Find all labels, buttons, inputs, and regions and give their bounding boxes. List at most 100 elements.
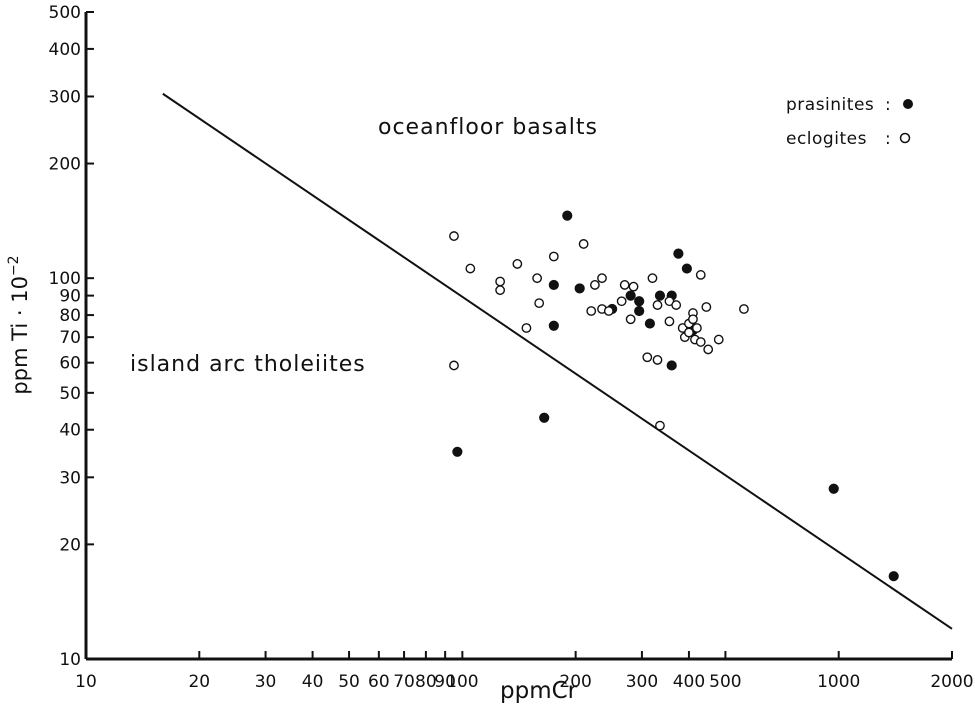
prasinite-point [673,248,684,259]
x-tick-label: 100 [446,672,478,692]
axes [84,12,952,661]
eclogite-point [449,231,459,241]
x-tick-label: 2000 [930,672,973,692]
y-tick-label: 10 [59,650,81,670]
eclogite-point [671,300,682,310]
prasinite-point [548,320,559,331]
eclogite-point [616,296,627,307]
y-axis-label-exponent: −2 [6,255,22,276]
eclogite-point [713,334,724,345]
prasinite-point [654,290,666,301]
eclogite-point [597,273,607,284]
prasinite-point [452,446,463,457]
legend-marker-open [899,132,911,144]
prasinite-point [562,210,573,221]
x-tick-label: 90 [434,672,456,692]
eclogite-point [701,302,712,312]
y-tick-label: 30 [59,468,81,488]
eclogite-point [647,273,658,284]
eclogite-point [521,323,532,333]
x-axis-label: ppmCr [500,678,578,704]
x-tick-label: 1000 [817,672,860,692]
y-tick-label: 200 [49,155,81,175]
x-tick-label: 20 [188,672,210,692]
prasinite-point [644,318,655,329]
eclogite-point [586,306,597,316]
eclogite-point [642,352,653,363]
legend-marker-filled [903,99,913,109]
y-tick-label: 500 [49,3,81,23]
region-label-oceanfloor-basalts: oceanfloor basalts [378,115,598,140]
prasinite-point [634,296,645,307]
x-tick-label: 60 [368,672,390,692]
eclogite-point [652,300,663,310]
eclogite-point [589,280,600,290]
prasinite-point [681,263,692,274]
eclogite-point [652,355,663,365]
x-tick-label: 10 [75,672,97,692]
legend-label-eclogites: eclogites [786,129,867,149]
x-tick-label: 500 [709,672,741,692]
prasinite-point [539,412,550,423]
x-tick-label: 70 [393,672,415,692]
eclogite-point [603,306,614,316]
y-tick-label: 60 [59,354,81,374]
y-tick-label: 40 [59,421,81,441]
legend-separator: : [885,95,891,115]
x-tick-label: 30 [255,672,277,692]
eclogite-point [695,270,706,280]
y-tick-label: 20 [59,535,81,555]
x-tick-label: 40 [302,672,324,692]
eclogite-point [532,273,543,284]
prasinite-point [666,360,677,371]
y-tick-label: 80 [59,306,81,326]
y-tick-label: 400 [49,40,81,60]
y-tick-label: 70 [59,328,81,348]
eclogite-point [578,239,589,249]
eclogite-point [512,259,523,269]
y-tick-label: 90 [59,287,81,307]
eclogite-point [692,323,702,333]
x-tick-label: 300 [626,672,658,692]
eclogite-point [703,344,714,355]
eclogite-point [628,281,639,292]
eclogite-point [695,337,706,347]
legend: prasinites : eclogites : [786,95,913,149]
y-tick-label: 300 [49,87,81,107]
prasinite-point [548,279,559,291]
x-axis-label-text: ppmCr [500,678,578,704]
y-axis-label-text: ppm Ti · 10 [8,276,32,395]
x-tick-label: 200 [559,672,591,692]
region-label-island-arc-tholeiites: island arc tholeiites [130,352,366,377]
eclogite-point [449,360,459,371]
discriminant-line [162,92,953,630]
legend-label-prasinites: prasinites [786,95,874,115]
prasinite-point [888,571,899,582]
eclogite-point [688,314,698,325]
prasinite-point [625,290,636,301]
y-tick-label: 100 [49,269,81,289]
x-tick-label: 80 [415,672,437,692]
eclogite-point [625,314,636,325]
data-points [449,210,899,582]
eclogite-point [534,298,545,309]
eclogite-point [465,263,476,274]
y-axis-label: ppm Ti · 10−2 [6,255,32,394]
eclogite-point [664,316,675,327]
prasinite-point [828,483,839,494]
prasinite-point [574,283,585,294]
y-tick-label: 50 [59,384,81,404]
eclogite-point [619,280,630,290]
eclogite-point [655,420,665,431]
legend-separator: : [885,129,891,149]
prasinite-point [634,305,645,317]
eclogite-point [495,276,506,287]
eclogite-point [739,304,749,314]
eclogite-point [548,251,559,262]
eclogite-point [684,327,694,338]
x-tick-label: 50 [338,672,360,692]
x-tick-label: 400 [673,672,705,692]
